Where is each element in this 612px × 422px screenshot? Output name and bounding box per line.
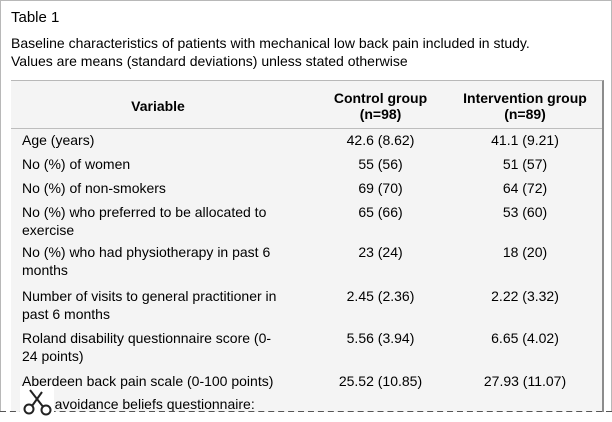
row-variable: No (%) of women [22,155,312,173]
row-variable-line: months [22,262,68,278]
row-variable-line: Number of visits to general practitioner… [22,288,277,304]
row-control-value: 23 (24) [358,244,403,260]
row-variable-line: exercise [22,222,75,238]
header-divider [11,128,602,129]
row-variable: No (%) of non-smokers [22,179,312,197]
row-variable: Aberdeen back pain scale (0-100 points) [22,372,312,390]
row-intervention-value: 41.1 (9.21) [491,132,559,148]
row-variable: No (%) who had physiotherapy in past 6 m… [22,243,312,279]
row-control-value: 2.45 (2.36) [346,288,415,304]
row-variable-line: No (%) of women [22,156,131,172]
row-variable-line: No (%) of non-smokers [22,180,166,196]
row-variable-line: No (%) who preferred to be allocated to [22,204,267,220]
row-variable-line: Aberdeen back pain scale (0-100 points) [22,373,274,389]
row-intervention-value: 53 (60) [502,204,548,220]
data-table: Variable Control group (n=98) Interventi… [11,80,604,421]
row-variable: Age (years) [22,131,312,149]
row-control-value: 65 (66) [358,204,403,220]
header-intervention-title: Intervention group [463,90,587,106]
row-control-value: 55 (56) [358,156,403,172]
header-variable: Variable [131,98,185,114]
header-control-n: (n=98) [359,106,402,122]
row-intervention-value: 64 (72) [502,180,548,196]
header-control-title: Control group [333,90,428,106]
row-control-value: 25.52 (10.85) [338,373,423,389]
row-variable: Number of visits to general practitioner… [22,287,312,323]
header-control-group: Control group (n=98) [317,90,444,122]
row-variable: Fear avoidance beliefs questionnaire: [22,395,312,413]
row-variable-line: past 6 months [22,306,110,322]
table-caption-line-1: Baseline characteristics of patients wit… [11,35,530,51]
row-variable-line: 24 points) [22,348,84,364]
row-control-value: 69 (70) [358,180,403,196]
row-variable: No (%) who preferred to be allocated to … [22,203,312,239]
header-intervention-group: Intervention group (n=89) [451,90,599,122]
table-label: Table 1 [11,9,60,26]
cut-line-margin [0,412,612,422]
row-variable-line: Fear avoidance beliefs questionnaire: [22,396,255,412]
row-intervention-value: 51 (57) [502,156,548,172]
row-intervention-value: 2.22 (3.32) [491,288,559,304]
row-intervention-value: 27.93 (11.07) [483,373,567,389]
row-variable: Roland disability questionnaire score (0… [22,329,312,365]
table-caption-line-2: Values are means (standard deviations) u… [11,53,408,69]
row-intervention-value: 18 (20) [502,244,548,260]
row-intervention-value: 6.65 (4.02) [491,330,559,346]
row-variable-line: Age (years) [22,132,95,148]
row-variable-line: No (%) who had physiotherapy in past 6 [22,244,271,260]
scissors-icon [20,386,54,416]
row-control-value: 5.56 (3.94) [346,330,415,346]
header-intervention-n: (n=89) [504,106,546,122]
row-control-value: 42.6 (8.62) [346,132,415,148]
row-variable-line: Roland disability questionnaire score (0… [22,330,272,346]
